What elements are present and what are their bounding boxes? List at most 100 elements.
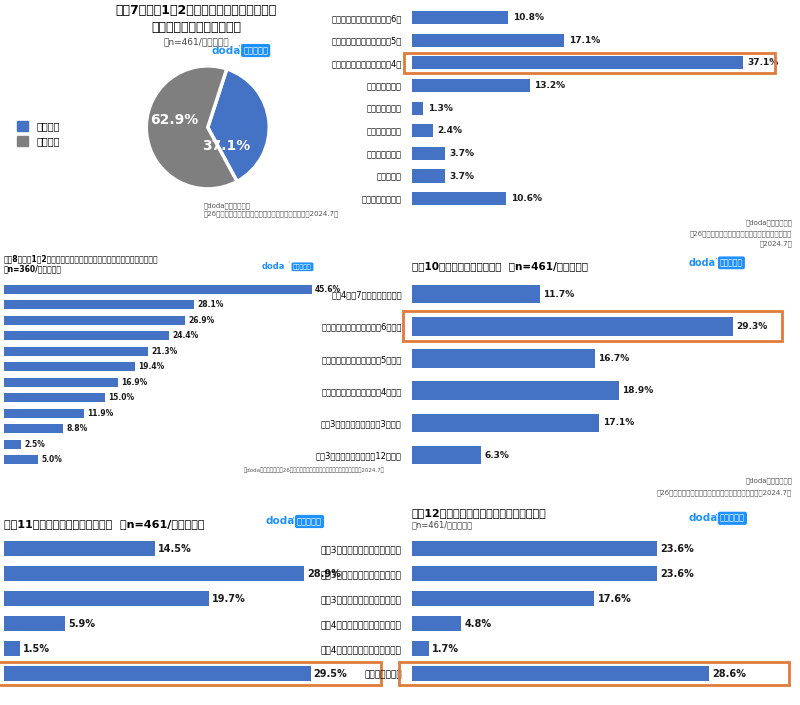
Text: 「dodaキャンパス」: 「dodaキャンパス」 <box>745 219 792 226</box>
Text: 28.6%: 28.6% <box>712 668 746 679</box>
Bar <box>411 566 657 581</box>
Text: 8.8%: 8.8% <box>66 424 88 434</box>
Text: （2024.7）: （2024.7） <box>759 240 792 247</box>
Bar <box>411 11 508 24</box>
Text: doda: doda <box>266 517 295 527</box>
Bar <box>4 409 84 418</box>
Text: 26.9%: 26.9% <box>189 316 215 325</box>
Text: 3.7%: 3.7% <box>449 171 474 180</box>
Text: 24.4%: 24.4% <box>172 331 198 341</box>
Text: 1.7%: 1.7% <box>432 644 459 654</box>
Text: 23.6%: 23.6% <box>660 569 694 579</box>
Text: 14.5%: 14.5% <box>158 544 191 553</box>
Bar <box>4 316 186 325</box>
Text: ʼ: ʼ <box>287 262 290 268</box>
Text: 10.8%: 10.8% <box>513 13 543 22</box>
Bar <box>4 642 19 656</box>
Bar <box>411 349 595 368</box>
Text: 11.7%: 11.7% <box>543 290 574 298</box>
Text: 19.7%: 19.7% <box>212 594 246 603</box>
Bar <box>411 591 594 606</box>
Bar <box>411 192 506 205</box>
Bar <box>4 393 105 403</box>
Bar <box>411 102 423 115</box>
Text: doda: doda <box>688 258 715 268</box>
Bar <box>411 446 481 465</box>
Text: 「26卒インターンシップ，就活に関する実態調査」: 「26卒インターンシップ，就活に関する実態調査」 <box>690 230 792 236</box>
Text: 「26卒インターンシップ，就活に関する実態調査」（2024.7）: 「26卒インターンシップ，就活に関する実態調査」（2024.7） <box>204 211 339 217</box>
Text: 5.0%: 5.0% <box>41 455 62 465</box>
Bar <box>4 591 209 606</box>
Text: 29.3%: 29.3% <box>737 321 768 331</box>
Text: 45.6%: 45.6% <box>315 285 341 294</box>
Text: 「26卒インターンシップ，就活に関する実態調査」（2024.7）: 「26卒インターンシップ，就活に関する実態調査」（2024.7） <box>657 489 792 496</box>
Text: doda: doda <box>212 46 241 56</box>
Text: 15.0%: 15.0% <box>109 393 134 403</box>
Text: 29.5%: 29.5% <box>314 668 347 679</box>
Text: ʼ: ʼ <box>714 257 717 266</box>
Text: 10.6%: 10.6% <box>510 194 542 203</box>
Bar <box>4 541 154 556</box>
Text: 16.9%: 16.9% <box>122 378 148 387</box>
Text: 11.9%: 11.9% <box>88 409 114 418</box>
Text: ʼ: ʼ <box>291 516 294 525</box>
Text: 21.3%: 21.3% <box>151 347 178 356</box>
Bar <box>411 124 433 137</box>
Text: （n=461/単一回答）: （n=461/単一回答） <box>163 37 229 47</box>
Bar <box>411 414 599 432</box>
Text: 2.5%: 2.5% <box>24 440 45 449</box>
Text: 19.4%: 19.4% <box>138 362 165 372</box>
Text: ʼ: ʼ <box>714 513 717 522</box>
Text: 17.6%: 17.6% <box>598 594 631 603</box>
Bar <box>411 34 565 47</box>
Text: 4.8%: 4.8% <box>465 618 492 629</box>
Bar <box>4 300 194 309</box>
Bar <box>4 666 310 681</box>
Bar <box>411 616 462 631</box>
Text: 13.2%: 13.2% <box>534 81 565 90</box>
Text: キャンパス: キャンパス <box>720 514 745 523</box>
Text: 17.1%: 17.1% <box>602 418 634 427</box>
Text: 1.3%: 1.3% <box>428 104 453 113</box>
Text: 1.5%: 1.5% <box>22 644 50 654</box>
Bar <box>4 566 304 581</box>
Bar <box>4 424 63 434</box>
Text: キャンパス: キャンパス <box>297 517 322 526</box>
Bar <box>4 362 135 372</box>
Bar <box>4 378 118 387</box>
Bar <box>411 79 530 92</box>
Text: 18.9%: 18.9% <box>622 386 654 395</box>
Text: 37.1%: 37.1% <box>748 59 779 68</box>
Bar <box>411 541 657 556</box>
Text: 【図11】志望業界を絞りたい時期  （n=461/単一回答）: 【図11】志望業界を絞りたい時期 （n=461/単一回答） <box>4 519 205 529</box>
Text: 17.1%: 17.1% <box>569 36 600 45</box>
Text: 【図7】大学1，2年時に「将来のキャリア」: 【図7】大学1，2年時に「将来のキャリア」 <box>116 4 277 16</box>
Bar <box>411 642 429 656</box>
Text: キャンパス: キャンパス <box>720 258 743 267</box>
Text: ʼ: ʼ <box>238 44 240 54</box>
Bar <box>4 455 38 465</box>
Bar <box>411 666 709 681</box>
Text: 「dodaキャンパス」「26卒インターンシップ，就活に関する実態調査」（2024.7）: 「dodaキャンパス」「26卒インターンシップ，就活に関する実態調査」（2024… <box>244 468 385 473</box>
Text: doda: doda <box>688 513 718 523</box>
Bar <box>4 440 21 449</box>
Text: を意識した活動経験の有無: を意識した活動経験の有無 <box>151 20 242 34</box>
Text: 23.6%: 23.6% <box>660 544 694 553</box>
Text: （n=461/単一回答）: （n=461/単一回答） <box>411 520 473 529</box>
Text: 5.9%: 5.9% <box>69 618 95 629</box>
Bar <box>411 147 445 160</box>
Bar <box>411 56 743 70</box>
Bar <box>411 381 619 400</box>
Text: 【図8】大学1，2年時に「将来のキャリア」を意識した活動経験の有無
（n=360/複数回答）: 【図8】大学1，2年時に「将来のキャリア」を意識した活動経験の有無 （n=360… <box>4 254 158 274</box>
Text: 28.1%: 28.1% <box>197 300 223 309</box>
Legend: 経験あり, 経験なし: 経験あり, 経験なし <box>13 117 63 150</box>
Text: doda: doda <box>262 262 285 271</box>
Text: 6.3%: 6.3% <box>484 450 509 460</box>
Text: キャンパス: キャンパス <box>293 264 312 269</box>
Text: 【図12】企業を選ぶ軸などを定めたい時期: 【図12】企業を選ぶ軸などを定めたい時期 <box>411 508 546 518</box>
Text: 2.4%: 2.4% <box>438 126 462 135</box>
Text: 3.7%: 3.7% <box>449 149 474 158</box>
Bar <box>4 285 311 294</box>
Text: 「dodaキャンパス」: 「dodaキャンパス」 <box>204 202 251 209</box>
Text: 「dodaキャンパス」: 「dodaキャンパス」 <box>745 477 792 484</box>
